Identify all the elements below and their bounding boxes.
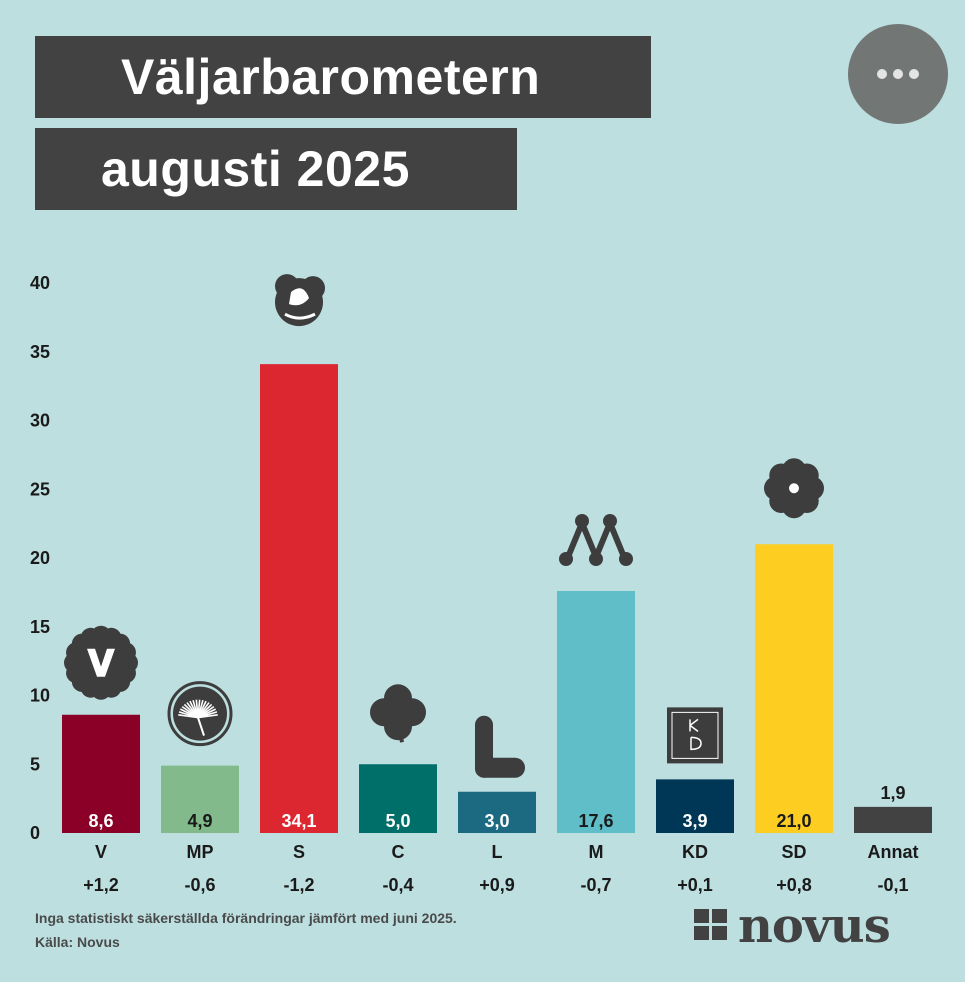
kd-logo-icon [667, 707, 723, 764]
value-label: 3,0 [484, 811, 509, 831]
m-logo-icon [559, 514, 633, 566]
change-label: +0,9 [479, 875, 515, 895]
y-tick-label: 10 [30, 686, 50, 706]
category-label: Annat [868, 842, 919, 862]
more-horizontal-icon [877, 69, 887, 79]
value-label: 1,9 [880, 783, 905, 803]
change-label: -1,2 [283, 875, 314, 895]
value-label: 8,6 [88, 811, 113, 831]
category-label: SD [781, 842, 806, 862]
title-line-2: augusti 2025 [35, 128, 517, 210]
bar-m [557, 591, 635, 833]
change-label: +0,8 [776, 875, 812, 895]
category-label: L [492, 842, 503, 862]
title-line-1: Väljarbarometern [35, 36, 651, 118]
party-logos [64, 274, 824, 778]
novus-brand: novus [738, 898, 891, 954]
mp-dandelion-logo-icon [167, 681, 233, 747]
more-horizontal-icon [893, 69, 903, 79]
more-horizontal-icon [909, 69, 919, 79]
y-tick-label: 30 [30, 411, 50, 431]
footnote: Inga statistiskt säkerställda förändring… [35, 910, 457, 926]
s-rose-logo-icon [275, 274, 325, 327]
value-label: 17,6 [578, 811, 613, 831]
l-letter-logo-icon [475, 715, 525, 778]
y-tick-label: 25 [30, 479, 50, 499]
change-label: +1,2 [83, 875, 119, 895]
category-label: S [293, 842, 305, 862]
bar-s [260, 364, 338, 833]
category-label: V [95, 842, 107, 862]
value-label: 5,0 [385, 811, 410, 831]
sd-flower-logo-icon [764, 458, 824, 519]
change-label: -0,6 [184, 875, 215, 895]
y-tick-label: 0 [30, 823, 40, 843]
y-tick-label: 5 [30, 754, 40, 774]
value-label: 4,9 [187, 811, 212, 831]
bar-l [458, 791, 536, 833]
source: Källa: Novus [35, 934, 120, 950]
change-label: +0,1 [677, 875, 713, 895]
bar-mp [161, 765, 239, 833]
bar-v [62, 714, 140, 833]
bar-c [359, 764, 437, 833]
novus-cross-logo-icon [694, 909, 727, 940]
y-axis: 0 5 10 15 20 25 30 35 40 [30, 273, 50, 843]
change-label: -0,4 [382, 875, 413, 895]
bars [62, 364, 932, 833]
category-label: MP [187, 842, 214, 862]
value-label: 3,9 [682, 811, 707, 831]
c-clover-logo-icon [370, 684, 426, 743]
value-label: 21,0 [776, 811, 811, 831]
x-labels: 8,6 V +1,2 4,9 MP -0,6 34,1 S -1,2 5,0 C -0,4 3,0 L +0… [83, 783, 918, 895]
bar-sd [755, 544, 833, 833]
more-options-button[interactable] [848, 24, 948, 124]
y-tick-label: 35 [30, 342, 50, 362]
change-label: -0,1 [877, 875, 908, 895]
bar-chart: 0 5 10 15 20 25 30 35 40 8,6 V +1,2 4,9 MP -0,6 34,1 S -… [30, 273, 932, 895]
value-label: 34,1 [281, 811, 316, 831]
v-party-logo-icon [64, 625, 138, 700]
bar-kd [656, 779, 734, 833]
category-label: C [392, 842, 405, 862]
bar-annat [854, 806, 932, 833]
change-label: -0,7 [580, 875, 611, 895]
y-tick-label: 20 [30, 548, 50, 568]
y-tick-label: 40 [30, 273, 50, 293]
category-label: M [589, 842, 604, 862]
category-label: KD [682, 842, 708, 862]
y-tick-label: 15 [30, 617, 50, 637]
